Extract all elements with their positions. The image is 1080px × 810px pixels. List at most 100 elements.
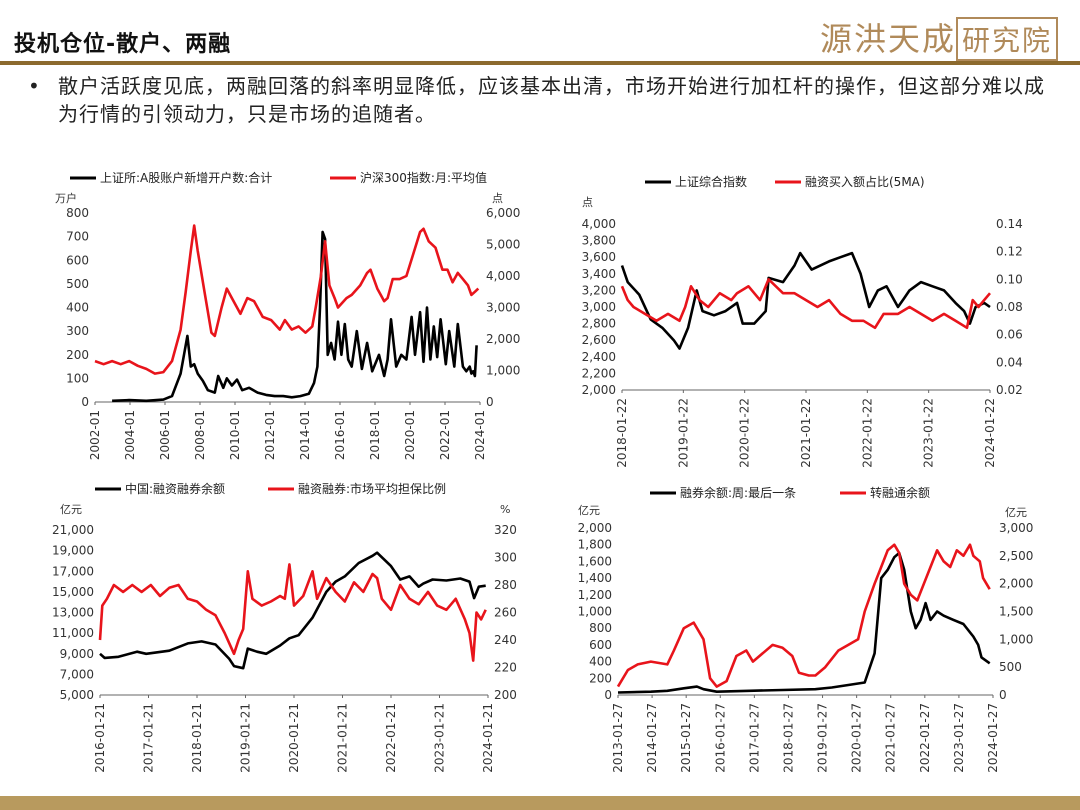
series-line-1-2 xyxy=(94,224,480,375)
left-tick-4-7: 600 xyxy=(589,638,612,652)
x-tick-1-2: 2006-01 xyxy=(158,410,172,460)
series-line-3-1 xyxy=(99,551,486,670)
left-tick-4-9: 200 xyxy=(589,671,612,685)
right-tick-2-5: 0.04 xyxy=(996,355,1023,369)
x-tick-3-1: 2017-01-21 xyxy=(142,703,156,773)
right-tick-4-2: 2,000 xyxy=(999,577,1033,591)
x-tick-1-3: 2008-01 xyxy=(193,410,207,460)
right-tick-1-1: 5,000 xyxy=(486,238,520,252)
right-tick-3-6: 200 xyxy=(494,688,517,702)
x-tick-1-0: 2002-01 xyxy=(88,410,102,460)
series-line-1-1 xyxy=(112,230,478,403)
left-tick-1-2: 600 xyxy=(66,253,89,267)
left-tick-4-1: 1,800 xyxy=(578,538,612,552)
legend-label-4-1: 融券余额:周:最后一条 xyxy=(680,485,796,500)
left-tick-3-1: 19,000 xyxy=(52,544,94,558)
x-tick-1-7: 2016-01 xyxy=(333,410,347,460)
legend-label-4-2: 转融通余额 xyxy=(870,485,930,500)
left-tick-4-10: 0 xyxy=(604,688,612,702)
right-axis-unit-3: % xyxy=(500,503,510,516)
series-line-2-1 xyxy=(620,251,991,350)
page-title: 投机仓位-散户、两融 xyxy=(14,32,232,57)
x-tick-2-3: 2021-01-22 xyxy=(799,398,813,468)
x-tick-4-7: 2020-01-27 xyxy=(850,703,864,773)
left-axis-unit-3: 亿元 xyxy=(60,503,82,516)
right-tick-3-2: 280 xyxy=(494,578,517,592)
left-tick-4-4: 1,200 xyxy=(578,588,612,602)
right-axis-unit-1: 点 xyxy=(492,192,503,205)
right-tick-2-6: 0.02 xyxy=(996,383,1023,397)
logo-text: 源洪天成 xyxy=(819,20,956,58)
left-tick-2-6: 2,800 xyxy=(582,317,616,331)
right-tick-2-0: 0.14 xyxy=(996,217,1023,231)
left-tick-2-4: 3,200 xyxy=(582,283,616,297)
brand-logo: 源洪天成 研究院 xyxy=(820,14,1058,61)
left-tick-2-7: 2,600 xyxy=(582,333,616,347)
left-tick-2-1: 3,800 xyxy=(582,234,616,248)
left-tick-1-8: 0 xyxy=(81,395,89,409)
x-tick-2-2: 2020-01-22 xyxy=(738,398,752,468)
left-tick-2-9: 2,200 xyxy=(582,366,616,380)
x-tick-3-3: 2019-01-21 xyxy=(239,703,253,773)
legend-label-3-1: 中国:融资融券余额 xyxy=(125,481,225,496)
x-tick-3-7: 2023-01-21 xyxy=(433,703,447,773)
right-tick-2-2: 0.10 xyxy=(996,272,1023,286)
x-tick-2-6: 2024-01-22 xyxy=(983,398,997,468)
x-tick-2-4: 2022-01-22 xyxy=(860,398,874,468)
legend-label-1-2: 沪深300指数:月:平均值 xyxy=(360,170,487,185)
x-tick-4-11: 2024-01-27 xyxy=(986,703,1000,773)
left-tick-2-3: 3,400 xyxy=(582,267,616,281)
series-line-3-2 xyxy=(98,563,487,662)
right-tick-3-1: 300 xyxy=(494,551,517,565)
left-tick-2-2: 3,600 xyxy=(582,250,616,264)
left-tick-3-3: 15,000 xyxy=(52,585,94,599)
left-tick-1-0: 800 xyxy=(66,206,89,220)
x-tick-3-8: 2024-01-21 xyxy=(481,703,495,773)
right-tick-1-6: 0 xyxy=(486,395,494,409)
left-tick-4-0: 2,000 xyxy=(578,521,612,535)
right-tick-4-1: 2,500 xyxy=(999,549,1033,563)
left-tick-2-8: 2,400 xyxy=(582,350,616,364)
left-tick-3-5: 11,000 xyxy=(52,626,94,640)
legend-label-1-1: 上证所:A股账户新增开户数:合计 xyxy=(100,170,272,185)
left-tick-1-3: 500 xyxy=(66,277,89,291)
right-tick-4-3: 1,500 xyxy=(999,605,1033,619)
x-tick-3-4: 2020-01-21 xyxy=(287,703,301,773)
left-tick-2-10: 2,000 xyxy=(582,383,616,397)
right-tick-3-4: 240 xyxy=(494,633,517,647)
legend-label-2-1: 上证综合指数 xyxy=(675,174,747,189)
legend-label-3-2: 融资融券:市场平均担保比例 xyxy=(298,481,446,496)
x-tick-1-5: 2012-01 xyxy=(263,410,277,460)
left-axis-unit-1: 万户 xyxy=(55,191,77,205)
top-divider xyxy=(0,61,1080,65)
right-tick-3-3: 260 xyxy=(494,606,517,620)
left-tick-1-4: 400 xyxy=(66,301,89,315)
right-tick-1-4: 2,000 xyxy=(486,332,520,346)
x-tick-4-10: 2023-01-27 xyxy=(952,703,966,773)
series-line-4-2 xyxy=(616,543,991,688)
left-tick-4-6: 800 xyxy=(589,621,612,635)
left-axis-unit-2: 点 xyxy=(582,196,593,209)
right-tick-3-5: 220 xyxy=(494,661,517,675)
x-tick-4-0: 2013-01-27 xyxy=(611,703,625,773)
x-tick-3-6: 2022-01-21 xyxy=(384,703,398,773)
x-tick-1-4: 2010-01 xyxy=(228,410,242,460)
right-tick-1-5: 1,000 xyxy=(486,364,520,378)
right-tick-2-1: 0.12 xyxy=(996,245,1023,259)
left-tick-4-8: 400 xyxy=(589,655,612,669)
right-tick-4-0: 3,000 xyxy=(999,521,1033,535)
x-tick-4-2: 2015-01-27 xyxy=(679,703,693,773)
logo-box: 研究院 xyxy=(955,17,1058,61)
x-tick-1-1: 2004-01 xyxy=(123,410,137,460)
x-tick-2-5: 2023-01-22 xyxy=(922,398,936,468)
bullet-mark: • xyxy=(28,74,40,98)
x-tick-1-8: 2018-01 xyxy=(368,410,382,460)
x-tick-4-6: 2019-01-27 xyxy=(816,703,830,773)
series-line-4-1 xyxy=(617,551,991,694)
x-tick-2-0: 2018-01-22 xyxy=(615,398,629,468)
summary-text: 散户活跃度见底，两融回落的斜率明显降低，应该基本出清，市场开始进行加杠杆的操作，… xyxy=(58,74,1045,126)
x-tick-4-9: 2022-01-27 xyxy=(918,703,932,773)
left-tick-3-8: 5,000 xyxy=(60,688,94,702)
bottom-divider xyxy=(0,796,1080,810)
